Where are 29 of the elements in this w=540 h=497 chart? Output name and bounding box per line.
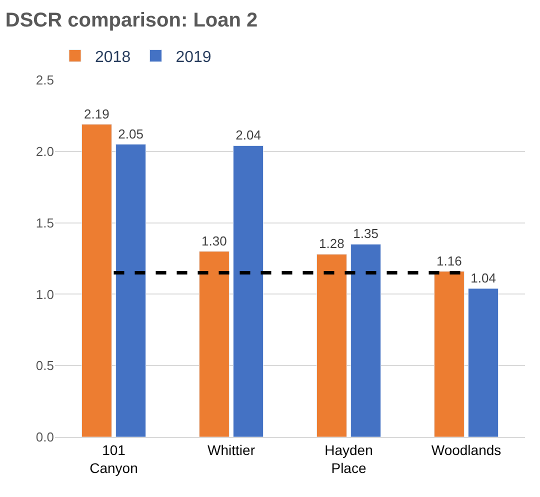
bar xyxy=(116,144,146,437)
legend-label: 2018 xyxy=(95,49,131,66)
data-label: 1.16 xyxy=(436,253,462,268)
y-tick-label: 1.5 xyxy=(36,215,54,230)
y-tick-label: 0.5 xyxy=(36,358,54,374)
bar xyxy=(350,244,382,437)
y-tick-label: 2.0 xyxy=(36,144,54,159)
chart-title: DSCR comparison: Loan 2 xyxy=(5,9,258,32)
x-tick-label: Whittier xyxy=(208,442,256,458)
x-tick-label: Hayden Place xyxy=(324,442,373,476)
x-tick-label: Woodlands xyxy=(431,442,502,458)
bar xyxy=(316,254,347,437)
bar xyxy=(468,288,499,437)
y-tick-label: 2.5 xyxy=(36,72,54,88)
data-label: 2.19 xyxy=(84,106,110,122)
bar xyxy=(198,251,230,437)
data-label: 1.30 xyxy=(202,233,227,248)
data-label: 2.04 xyxy=(236,128,261,143)
data-label: 1.04 xyxy=(470,270,496,286)
data-label: 2.05 xyxy=(118,126,144,142)
bar xyxy=(233,145,264,437)
x-tick-label: 101 Canyon xyxy=(90,442,138,476)
bar xyxy=(81,124,112,437)
y-tick-label: 0.0 xyxy=(36,430,54,445)
data-label: 1.35 xyxy=(353,226,378,242)
legend-label: 2019 xyxy=(176,49,212,66)
bar xyxy=(434,271,464,437)
data-label: 1.28 xyxy=(319,236,344,252)
y-tick-label: 1.0 xyxy=(36,286,54,302)
